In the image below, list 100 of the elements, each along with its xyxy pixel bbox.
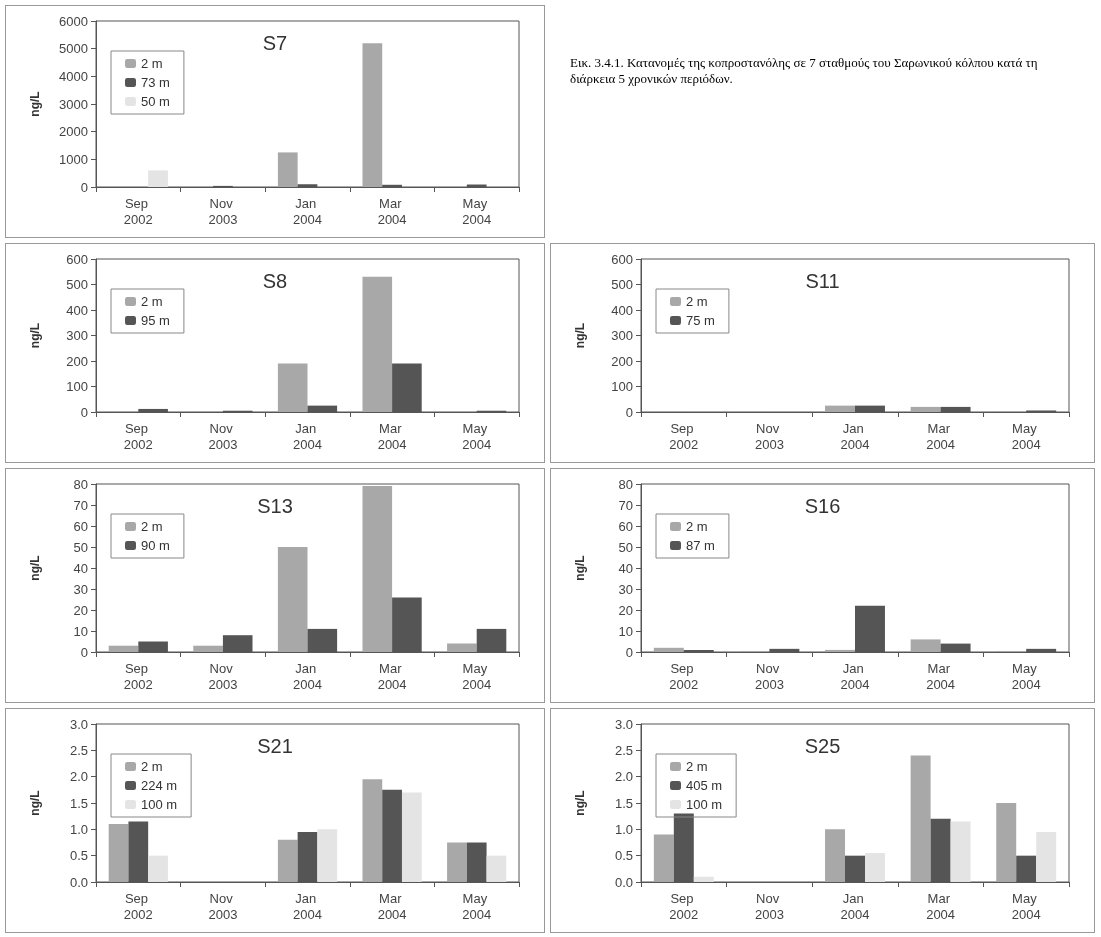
y-tick-label: 3000 [59,96,88,112]
x-tick-label: Mar 2004 [377,890,407,922]
y-tick-label: 3.0 [614,716,633,732]
y-tick-label: 4000 [59,68,88,84]
bar [108,824,129,882]
legend-label: 2 m [141,294,163,309]
y-tick-label: 3.0 [69,716,88,732]
y-tick-label: 500 [611,277,633,292]
y-tick-label: 0.5 [614,848,633,864]
y-tick-label: 0 [625,644,633,660]
text: S8 [262,270,288,292]
legend-label: 75 m [686,313,715,328]
legend-label: 50 m [141,94,170,109]
legend-label: 100 m [141,797,178,812]
bar [193,645,223,652]
text: S21 [257,735,293,757]
y-tick-label: 0.5 [69,848,88,864]
text: S7 [262,32,288,54]
y-tick-label: 80 [618,476,633,492]
x-tick-label: Jan 2004 [293,890,322,922]
bar [362,276,393,412]
y-tick-label: 1000 [59,151,88,167]
x-tick-label: Nov 2003 [208,660,238,692]
x-tick-label: May 2004 [462,420,492,452]
legend-label: 2 m [141,519,163,534]
y-tick-label: 100 [66,379,88,394]
x-tick-label: Sep 2002 [669,890,699,922]
y-tick-label: 50 [73,539,88,555]
x-tick-label: Jan 2004 [840,420,870,452]
x-tick-label: Jan 2004 [293,660,322,692]
y-tick-label: 10 [618,623,633,639]
y-tick-label: 70 [73,497,88,513]
y-tick-label: 2.5 [614,742,633,758]
bar [362,779,383,882]
legend-label: 2 m [686,294,708,309]
y-tick-label: 200 [611,353,633,369]
y-tick-label: 80 [73,476,88,492]
y-tick-label: 600 [66,251,88,267]
bar [825,829,846,882]
x-tick-label: Nov 2003 [754,660,784,692]
bar [317,829,338,882]
legend-label: 100 m [686,797,723,812]
y-tick-label: 200 [66,353,88,369]
y-tick-label: 0 [80,404,88,420]
bar [693,876,714,882]
x-tick-label: Mar 2004 [926,660,956,692]
y-tick-label: 2000 [59,124,88,140]
bar [864,853,885,882]
bar [148,855,168,882]
y-tick-label: 20 [618,602,633,618]
bar [996,803,1017,882]
x-tick-label: Sep 2002 [669,660,699,692]
y-tick-label: 1.0 [69,821,88,837]
x-tick-label: May 2004 [1011,660,1041,692]
bar [108,645,139,652]
legend-label: 2 m [686,519,708,534]
legend-label: 2 m [686,759,708,774]
y-tick-label: 40 [618,560,633,576]
y-tick-label: 20 [73,602,88,618]
bar [277,363,308,412]
bar [1036,831,1057,882]
y-tick-label: 300 [66,328,88,343]
y-axis-title: ng/L [573,322,587,349]
bar [148,170,168,187]
y-tick-label: 1.0 [614,821,633,837]
x-tick-label: Jan 2004 [293,420,322,452]
y-tick-label: 0.0 [69,874,88,890]
text: S16 [804,495,841,517]
bar [401,792,422,882]
y-tick-label: 2.0 [69,769,88,785]
x-tick-label: Sep 2002 [123,890,153,922]
x-tick-label: Jan 2004 [840,660,870,692]
x-tick-label: Sep 2002 [123,660,153,692]
bar [910,755,931,882]
x-tick-label: Mar 2004 [377,660,407,692]
bar [447,842,467,882]
text: Εικ. 3.4.1. Κατανομές της κοπροστανόλης σε 7 σταθμούς του Σαρωνικού κόλπου κατά τη διάρκεια 5 χρονικών περιόδων. [570,55,1039,88]
x-tick-label: Nov 2003 [208,420,238,452]
y-axis-title: ng/L [28,555,42,581]
bar [653,834,674,882]
legend-label: 2 m [141,759,163,774]
y-axis-title: ng/L [573,555,587,581]
y-tick-label: 30 [73,581,88,597]
bar [950,821,971,882]
y-tick-label: 1.5 [614,795,633,811]
legend-label: 224 m [141,778,178,793]
bar [653,647,684,652]
bar [277,152,298,187]
x-tick-label: Sep 2002 [669,420,699,452]
y-tick-label: 0 [625,404,633,420]
legend-label: 2 m [141,56,163,71]
x-tick-label: Nov 2003 [754,420,784,452]
y-axis-title: ng/L [28,91,42,117]
text: S13 [257,495,293,517]
y-tick-label: 5000 [59,41,88,57]
bar [362,486,393,652]
y-axis-title: ng/L [573,790,587,816]
bar [910,639,941,652]
legend-label: 405 m [686,778,723,793]
text: S25 [804,735,841,757]
